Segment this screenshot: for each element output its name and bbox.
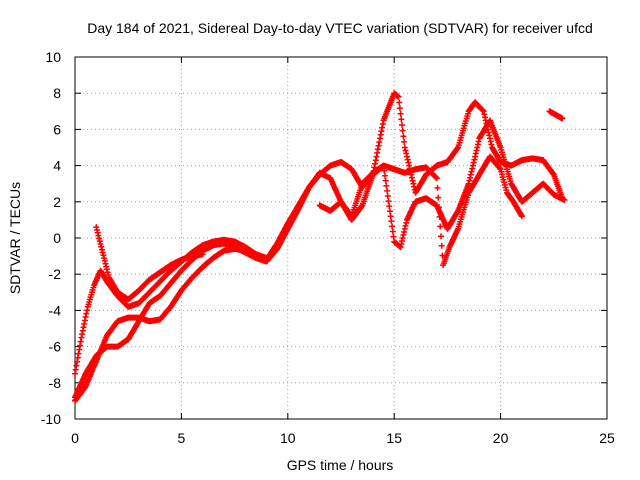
x-tick-label: 15 [386, 430, 402, 446]
x-axis-label: GPS time / hours [287, 457, 394, 473]
axis-ticks [74, 56, 608, 420]
series-points [72, 245, 270, 404]
series-layer [72, 90, 568, 404]
y-tick-label: 2 [53, 194, 61, 210]
series-trace-c [93, 224, 206, 303]
series-trace-e [316, 153, 525, 269]
series-points [546, 108, 566, 122]
series-trace-d [72, 245, 270, 404]
y-tick-label: 0 [53, 230, 61, 246]
series-trace-f [546, 108, 566, 122]
y-axis-label: SDTVAR / TECUs [7, 182, 23, 294]
y-tick-label: -2 [49, 266, 62, 282]
y-tick-labels: -10 -8 -6 -4 -2 0 2 4 6 8 10 [41, 49, 61, 427]
series-points [316, 153, 525, 269]
x-tick-label: 25 [599, 430, 615, 446]
y-tick-label: -10 [41, 411, 61, 427]
x-tick-label: 20 [493, 430, 509, 446]
y-tick-label: 4 [53, 158, 61, 174]
y-tick-label: -6 [49, 339, 62, 355]
x-tick-labels: 0 5 10 15 20 25 [71, 430, 615, 446]
chart-title: Day 184 of 2021, Sidereal Day-to-day VTE… [87, 20, 593, 36]
x-tick-label: 0 [71, 430, 79, 446]
y-tick-label: 6 [53, 121, 61, 137]
y-tick-label: -8 [49, 375, 62, 391]
y-tick-label: 8 [53, 85, 61, 101]
series-points [93, 224, 206, 303]
x-tick-label: 10 [280, 430, 296, 446]
y-tick-label: -4 [49, 302, 62, 318]
x-tick-label: 5 [178, 430, 186, 446]
y-tick-label: 10 [45, 49, 61, 65]
